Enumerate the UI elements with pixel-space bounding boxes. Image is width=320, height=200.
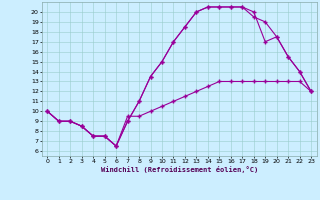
X-axis label: Windchill (Refroidissement éolien,°C): Windchill (Refroidissement éolien,°C) (100, 166, 258, 173)
